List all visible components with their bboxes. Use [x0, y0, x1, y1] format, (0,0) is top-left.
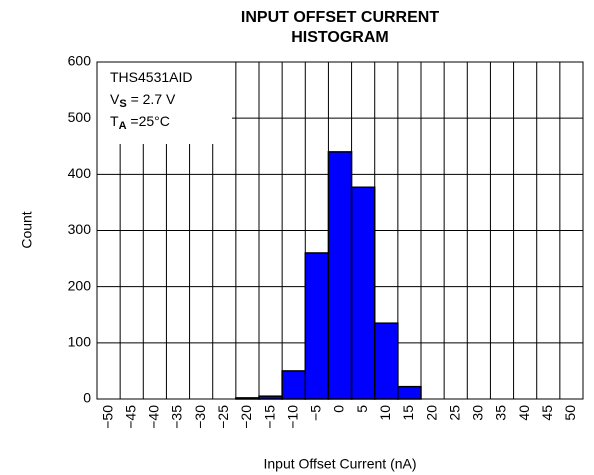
x-tick-label: −15	[261, 405, 277, 429]
x-tick-label: −50	[99, 405, 115, 429]
x-tick-label: −40	[146, 405, 162, 429]
x-tick-label: 45	[539, 405, 555, 421]
y-tick-label: 600	[68, 53, 92, 69]
annotation: VS = 2.7 V	[110, 91, 176, 110]
x-tick-label: −30	[192, 405, 208, 429]
x-tick-label: −20	[238, 405, 254, 429]
x-tick-label: 40	[516, 405, 532, 421]
annotation-text: THS4531AID	[110, 69, 192, 85]
chart-title: HISTOGRAM	[291, 29, 388, 46]
bar	[373, 322, 399, 400]
x-tick-label: 10	[377, 405, 393, 421]
bar	[350, 186, 376, 400]
annotation-text: =25°C	[127, 113, 170, 129]
annotation-text: T	[110, 113, 119, 129]
x-tick-label: 20	[423, 405, 439, 421]
x-tick-label: 25	[446, 405, 462, 421]
y-tick-label: 300	[68, 221, 92, 237]
y-tick-label: 100	[68, 334, 92, 350]
chart-title: INPUT OFFSET CURRENT	[241, 9, 439, 26]
annotation-text: V	[110, 91, 120, 107]
annotation: THS4531AID	[110, 69, 192, 85]
x-tick-label: 15	[400, 405, 416, 421]
plot-frame	[96, 61, 584, 400]
bar	[304, 252, 330, 400]
y-tick-label: 200	[68, 277, 92, 293]
bar	[397, 385, 422, 400]
x-tick-label: −45	[122, 405, 138, 429]
y-tick-label: 400	[68, 165, 92, 181]
annotation: TA =25°C	[110, 113, 170, 132]
y-axis-label: Count	[19, 211, 35, 248]
annotation-box	[97, 62, 232, 144]
x-tick-label: 30	[470, 405, 486, 421]
annotation-text: A	[119, 120, 127, 132]
x-axis-label: Input Offset Current (nA)	[263, 456, 416, 472]
bar	[327, 151, 353, 400]
y-tick-label: 500	[68, 109, 92, 125]
x-tick-label: −25	[215, 405, 231, 429]
annotation-text: S	[119, 98, 126, 110]
bar	[281, 370, 307, 400]
x-tick-label: 50	[562, 405, 578, 421]
x-tick-label: 35	[493, 405, 509, 421]
x-tick-label: 0	[331, 405, 347, 413]
y-tick-label: 0	[83, 390, 91, 406]
annotation-text: = 2.7 V	[127, 91, 176, 107]
x-tick-label: −35	[169, 405, 185, 429]
x-tick-label: 5	[354, 405, 370, 413]
x-tick-label: −10	[284, 405, 300, 429]
x-tick-label: −5	[308, 405, 324, 421]
